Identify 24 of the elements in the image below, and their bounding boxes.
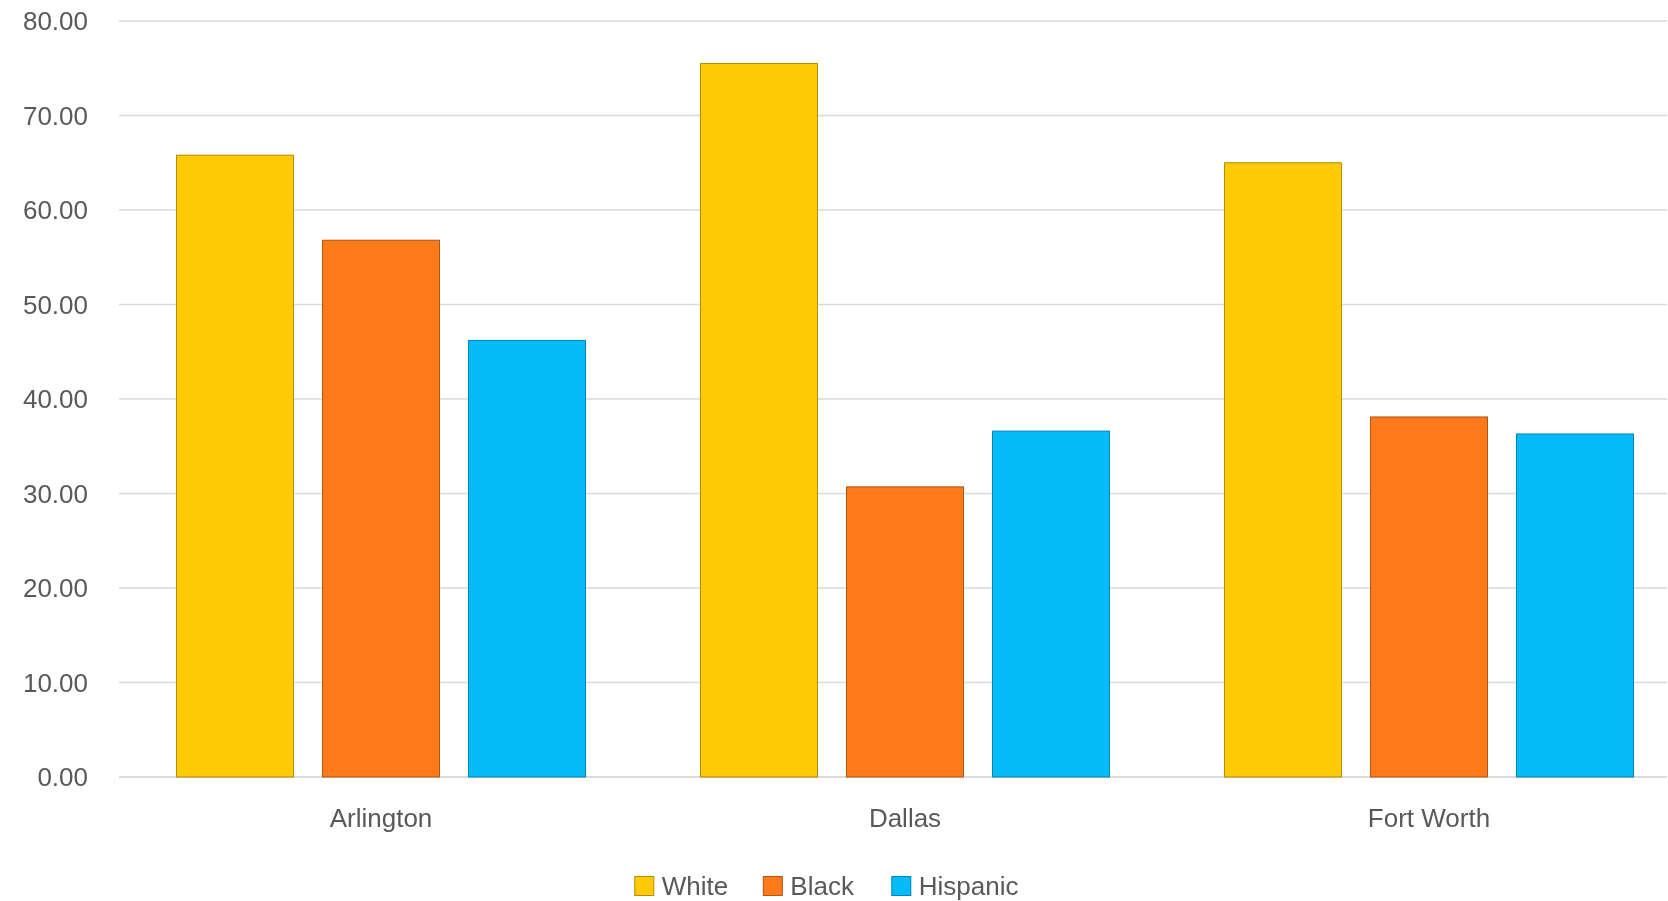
x-tick-label: Dallas bbox=[868, 803, 942, 834]
bar bbox=[468, 339, 586, 778]
y-tick-label: 60.00 bbox=[22, 195, 88, 226]
y-tick-label: 30.00 bbox=[22, 478, 88, 509]
legend-label: Black bbox=[790, 871, 855, 901]
bar bbox=[846, 486, 964, 778]
legend-label: Hispanic bbox=[918, 871, 1019, 901]
bar bbox=[322, 239, 440, 778]
y-tick-label: 50.00 bbox=[22, 289, 88, 320]
bar bbox=[1516, 433, 1634, 778]
bar bbox=[700, 63, 818, 778]
y-tick-label: 80.00 bbox=[22, 6, 88, 37]
y-tick-label: 70.00 bbox=[22, 100, 88, 131]
y-tick-label: 40.00 bbox=[22, 384, 88, 415]
y-tick-label: 0.00 bbox=[37, 762, 88, 793]
bar bbox=[1224, 162, 1342, 778]
x-tick-label: Arlington bbox=[329, 803, 433, 834]
bar bbox=[176, 154, 294, 778]
y-tick-label: 20.00 bbox=[22, 573, 88, 604]
x-tick-label: Fort Worth bbox=[1367, 803, 1491, 834]
bar bbox=[992, 430, 1110, 778]
y-tick-label: 10.00 bbox=[22, 667, 88, 698]
bar bbox=[1370, 416, 1488, 778]
legend-label: White bbox=[661, 871, 729, 901]
